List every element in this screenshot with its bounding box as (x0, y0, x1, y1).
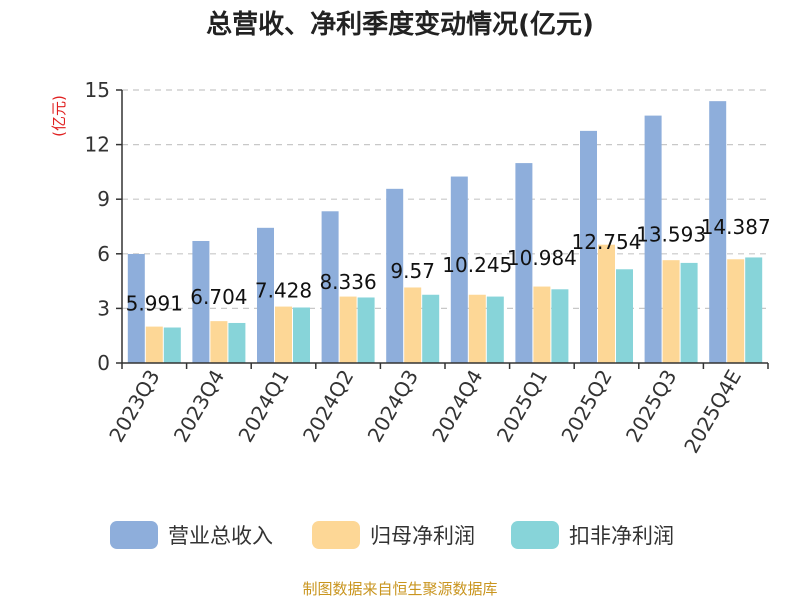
x-tick-label: 2024Q2 (298, 366, 358, 447)
x-tick-label: 2024Q4 (427, 366, 487, 447)
bar-deducted-net-profit-2025q2 (616, 269, 633, 363)
bar-net-profit-2025q1 (533, 286, 551, 363)
x-tick-label: 2024Q1 (233, 366, 293, 447)
y-tick-label: 6 (97, 242, 110, 266)
bar-revenue-2024q2 (321, 211, 339, 363)
data-label: 10.245 (442, 253, 512, 277)
bar-net-profit-2023q3 (145, 326, 163, 363)
legend-swatch (511, 521, 559, 549)
legend-label: 营业总收入 (168, 524, 273, 548)
y-axis-unit: (亿元) (50, 95, 68, 137)
bar-net-profit-2023q4 (210, 321, 228, 363)
data-labels-group: 5.991 6.704 7.428 8.336 9.57 10.24510.98412.7… (126, 215, 771, 315)
bar-net-profit-2025q4e (727, 259, 745, 363)
bar-deducted-net-profit-2025q1 (551, 289, 569, 363)
bar-revenue-2024q1 (257, 227, 274, 363)
data-label: 5.991 (126, 291, 183, 315)
bar-net-profit-2024q4 (468, 294, 486, 363)
bar-net-profit-2024q3 (404, 287, 422, 363)
bar-deducted-net-profit-2025q4e (745, 257, 763, 363)
bar-revenue-2023q3 (127, 253, 145, 363)
chart-title: 总营收、净利季度变动情况(亿元) (206, 9, 594, 40)
x-tick-label: 2025Q1 (492, 366, 552, 447)
legend-swatch (312, 521, 360, 549)
y-tick-label: 12 (85, 133, 110, 157)
bar-net-profit-2025q3 (662, 260, 680, 363)
data-label: 12.754 (572, 230, 642, 254)
legend-swatch (110, 521, 158, 549)
bar-revenue-2025q3 (644, 115, 662, 364)
bar-deducted-net-profit-2024q4 (486, 296, 504, 363)
data-label: 6.704 (190, 285, 247, 309)
bar-net-profit-2024q2 (339, 296, 357, 363)
x-tick-label: 2025Q4E (679, 366, 746, 458)
legend-label: 归母净利润 (370, 524, 475, 548)
data-label: 7.428 (255, 278, 312, 302)
data-label: 10.984 (507, 246, 577, 270)
y-tick-label: 3 (97, 296, 110, 320)
grid-lines (122, 89, 768, 309)
data-label: 9.57 (390, 259, 435, 283)
bar-revenue-2025q2 (580, 130, 597, 363)
x-tick-label: 2023Q3 (104, 366, 164, 447)
legend: 营业总收入 归母净利润 扣非净利润 (110, 521, 674, 549)
y-tick-label: 9 (97, 187, 110, 211)
bar-deducted-net-profit-2024q3 (422, 294, 440, 363)
legend-label: 扣非净利润 (569, 524, 674, 548)
bar-deducted-net-profit-2024q1 (293, 307, 310, 363)
bar-net-profit-2024q1 (275, 306, 292, 363)
bar-revenue-2024q4 (450, 176, 468, 363)
y-tick-label: 15 (85, 78, 110, 102)
x-tick-label: 2024Q3 (363, 366, 423, 447)
bar-net-profit-2025q2 (598, 244, 615, 363)
bar-revenue-2024q3 (386, 188, 404, 363)
bar-revenue-2025q4e (709, 101, 727, 363)
bar-deducted-net-profit-2024q2 (357, 297, 375, 363)
bar-deducted-net-profit-2023q3 (163, 327, 181, 363)
data-label: 14.387 (701, 215, 771, 239)
bar-deducted-net-profit-2025q3 (680, 262, 698, 363)
data-label: 13.593 (636, 222, 706, 246)
x-tick-label: 2025Q2 (556, 366, 616, 447)
bar-deducted-net-profit-2023q4 (228, 322, 246, 363)
bar-revenue-2023q4 (192, 240, 210, 363)
x-tick-label: 2023Q4 (169, 366, 229, 447)
y-tick-label: 0 (97, 351, 110, 375)
source-note: 制图数据来自恒生聚源数据库 (302, 580, 497, 598)
bars-group (127, 101, 763, 364)
data-label: 8.336 (319, 270, 376, 294)
bar-revenue-2025q1 (515, 163, 533, 363)
x-tick-label: 2025Q3 (621, 366, 681, 447)
